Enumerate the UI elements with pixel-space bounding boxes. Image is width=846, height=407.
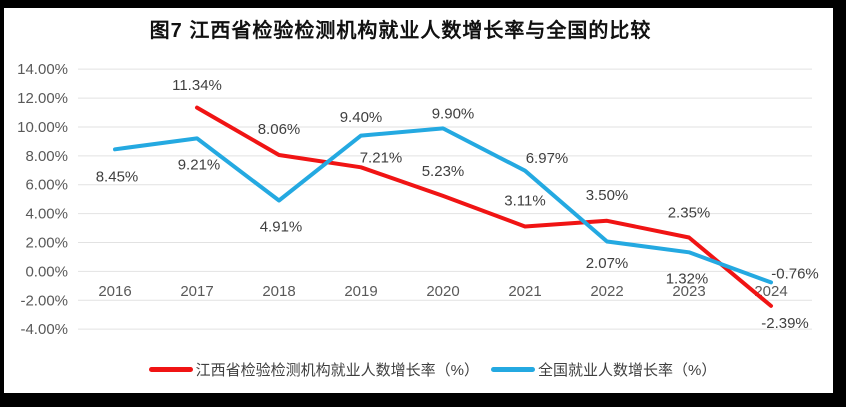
x-tick-label: 2019 [344,283,377,300]
data-label: 5.23% [422,163,465,180]
x-tick-label: 2021 [508,283,541,300]
x-tick-label: 2022 [590,283,623,300]
y-tick-label: -2.00% [20,292,68,309]
y-tick-label: 2.00% [25,235,68,252]
legend-item-national: 全国就业人数增长率（%） [491,359,716,380]
series-line-national [113,126,773,285]
legend-swatch-blue-line [491,367,535,372]
data-label: 9.40% [340,109,383,126]
data-label: 9.21% [178,157,221,174]
data-label: 2.07% [586,255,629,272]
data-label: 11.34% [172,77,222,94]
data-label: 8.06% [258,121,301,138]
x-tick-label: 2023 [672,283,705,300]
y-tick-label: 10.00% [17,119,68,136]
y-tick-label: 4.00% [25,206,68,223]
data-label: 4.91% [260,219,303,236]
legend-label-jiangxi: 江西省检验检测机构就业人数增长率（%） [195,362,479,379]
data-label: -2.39% [761,315,809,332]
data-label: 1.32% [666,271,709,288]
y-tick-label: -4.00% [20,321,68,338]
x-tick-label: 2016 [98,283,131,300]
y-tick-label: 14.00% [17,61,68,78]
x-tick-label: 2024 [754,283,787,300]
x-tick-label: 2017 [180,283,213,300]
legend-item-jiangxi: 江西省检验检测机构就业人数增长率（%） [148,359,479,380]
data-label: 2.35% [668,205,711,222]
legend-label-national: 全国就业人数增长率（%） [538,362,717,379]
data-label: 6.97% [526,150,569,167]
data-label: 9.90% [432,106,475,123]
series-line-jiangxi [195,105,773,308]
y-tick-label: 0.00% [25,263,68,280]
data-label: 3.11% [504,193,545,210]
legend-swatch-red-line [148,367,193,372]
y-tick-label: 12.00% [17,90,68,107]
x-tick-label: 2020 [426,283,459,300]
data-label: 7.21% [360,150,403,167]
chart-title: 图7 江西省检验检测机构就业人数增长率与全国的比较 [149,20,652,42]
data-label: 3.50% [586,187,629,204]
data-label: -0.76% [771,266,819,283]
legend: 江西省检验检测机构就业人数增长率（%） 全国就业人数增长率（%） [4,359,833,380]
data-label: 8.45% [96,169,139,186]
x-tick-label: 2018 [262,283,295,300]
y-tick-label: 6.00% [25,177,68,194]
y-tick-label: 8.00% [25,148,68,165]
